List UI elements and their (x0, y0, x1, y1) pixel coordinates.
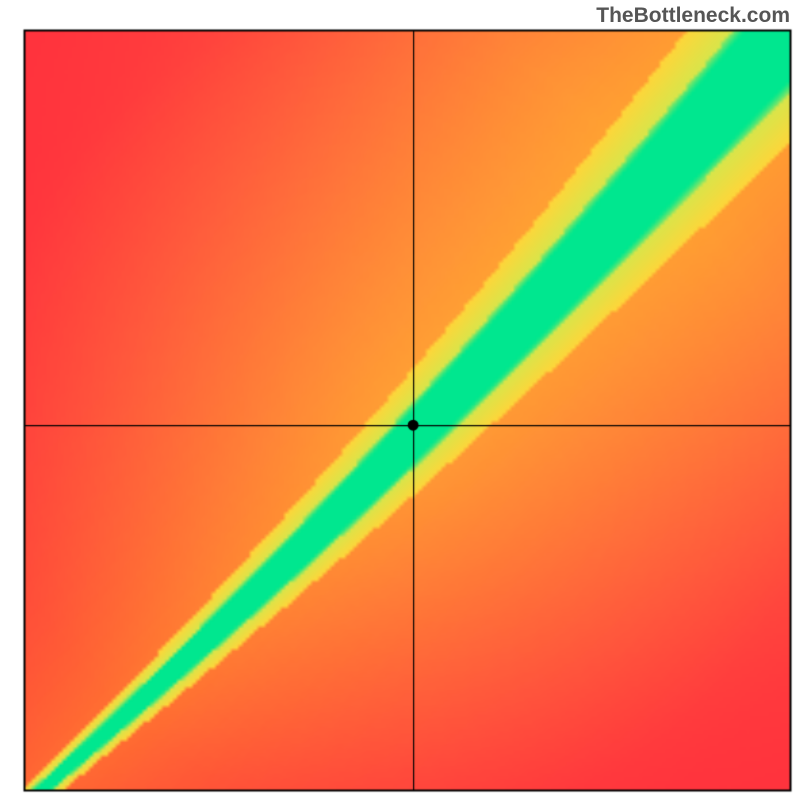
heatmap-canvas (0, 0, 800, 800)
chart-container: TheBottleneck.com (0, 0, 800, 800)
attribution-label: TheBottleneck.com (596, 4, 790, 28)
